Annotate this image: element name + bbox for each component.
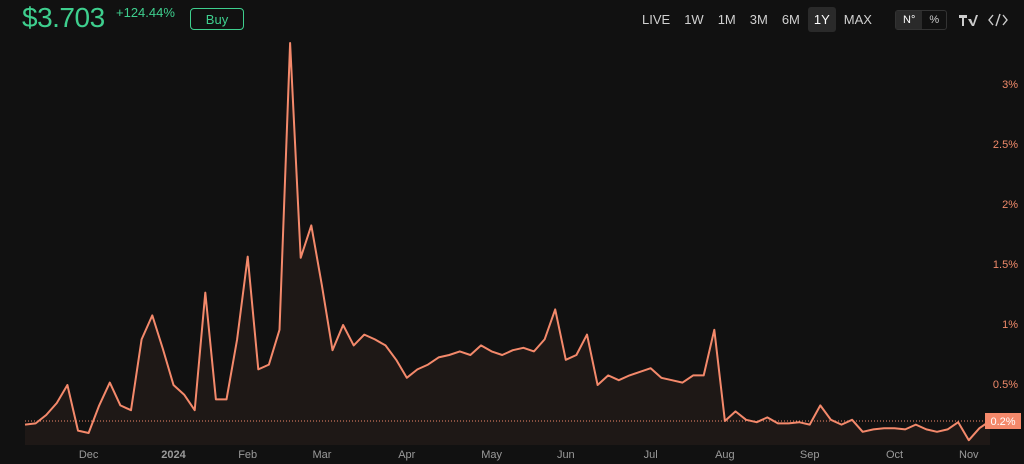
y-tick-label: 0.5% xyxy=(993,379,1018,391)
x-tick-label: Nov xyxy=(959,449,979,461)
x-tick-label: Mar xyxy=(312,449,331,461)
reference-label-box xyxy=(985,413,1021,429)
range-button[interactable]: 1Y xyxy=(807,7,836,32)
y-tick-label: 2% xyxy=(1002,199,1018,211)
x-tick-label: 2024 xyxy=(161,449,186,461)
toolbar: $3.703 +124.44% Buy LIVE 1W 1M 3M 6M 1Y MAX N°… xyxy=(0,0,1024,40)
x-tick-label: Jul xyxy=(644,449,658,461)
x-tick-label: Jun xyxy=(557,449,575,461)
y-tick-label: 1% xyxy=(1002,319,1018,331)
range-button[interactable]: 1M xyxy=(717,12,736,27)
x-tick-label: Sep xyxy=(800,449,820,461)
reference-label: 0.2% xyxy=(990,416,1015,428)
x-tick-label: Aug xyxy=(715,449,735,461)
price-change: +124.44% xyxy=(116,5,175,20)
y-tick-label: 1.5% xyxy=(993,259,1018,271)
x-tick-label: Apr xyxy=(398,449,415,461)
range-button[interactable]: MAX xyxy=(843,12,872,27)
area xyxy=(25,43,990,445)
range-selector: LIVE 1W 1M 3M 6M 1Y MAX xyxy=(636,7,878,32)
x-tick-label: Feb xyxy=(238,449,257,461)
price: $3.703 xyxy=(22,2,105,33)
range-button[interactable]: LIVE xyxy=(642,12,671,27)
buy-button[interactable]: Buy xyxy=(190,8,244,30)
embed-icon[interactable] xyxy=(988,13,1008,27)
range-button[interactable]: 1W xyxy=(684,12,704,27)
range-button[interactable]: 6M xyxy=(781,12,800,27)
mode-button[interactable]: N° xyxy=(896,11,923,29)
tv-icon[interactable] xyxy=(958,13,978,27)
x-tick-label: Dec xyxy=(79,449,99,461)
range-button[interactable]: 3M xyxy=(749,12,768,27)
line xyxy=(24,42,991,442)
x-tick-label: May xyxy=(481,449,502,461)
mode-button[interactable]: % xyxy=(929,14,940,26)
x-tick-label: Oct xyxy=(886,449,903,461)
mode-selector: N°% xyxy=(895,10,948,30)
y-tick-label: 2.5% xyxy=(993,139,1018,151)
y-tick-label: 3% xyxy=(1002,79,1018,91)
